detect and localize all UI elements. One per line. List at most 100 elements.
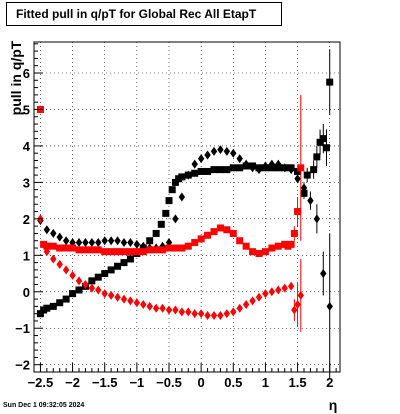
x-tick-label: −1 bbox=[129, 375, 144, 390]
data-point-diamond bbox=[249, 296, 256, 306]
data-point-diamond bbox=[95, 285, 102, 295]
data-point-diamond bbox=[268, 287, 276, 297]
data-point-diamond bbox=[185, 307, 192, 317]
x-tick-label: 0 bbox=[198, 375, 205, 390]
data-point-diamond bbox=[236, 303, 243, 313]
data-point-square bbox=[75, 246, 83, 254]
data-series bbox=[36, 49, 334, 380]
data-point-square bbox=[210, 228, 218, 236]
data-point-square bbox=[319, 135, 327, 143]
data-point-diamond bbox=[69, 270, 76, 280]
data-point-diamond bbox=[281, 283, 288, 293]
y-axis-label: pull in q/pT bbox=[8, 40, 24, 115]
timestamp: Sun Dec 1 09:32:05 2024 bbox=[3, 402, 85, 409]
data-point-square bbox=[313, 153, 321, 161]
data-point-square bbox=[107, 248, 115, 256]
data-point-square bbox=[294, 167, 302, 175]
series-group bbox=[37, 214, 304, 332]
data-point-square bbox=[294, 208, 302, 216]
data-point-diamond bbox=[197, 154, 205, 164]
data-point-square bbox=[69, 290, 77, 298]
data-point-square bbox=[75, 286, 83, 294]
data-point-diamond bbox=[95, 238, 102, 248]
data-point-diamond bbox=[313, 214, 321, 224]
data-point-square bbox=[126, 255, 134, 263]
data-point-square bbox=[197, 235, 205, 243]
data-point-square bbox=[287, 240, 295, 248]
data-point-square bbox=[165, 197, 173, 205]
data-point-diamond bbox=[146, 301, 153, 311]
data-point-square bbox=[326, 78, 334, 86]
x-axis-label: η bbox=[329, 397, 338, 413]
data-point-square bbox=[316, 138, 324, 146]
data-point-diamond bbox=[291, 305, 298, 315]
data-point-diamond bbox=[82, 279, 89, 289]
data-point-square bbox=[204, 231, 212, 239]
data-point-diamond bbox=[178, 192, 186, 202]
data-point-square bbox=[184, 242, 192, 250]
y-tick-label: 6 bbox=[23, 66, 30, 81]
data-point-diamond bbox=[50, 228, 57, 238]
data-point-diamond bbox=[120, 238, 128, 248]
data-point-diamond bbox=[204, 310, 211, 320]
data-point-diamond bbox=[223, 146, 231, 156]
data-point-diamond bbox=[43, 225, 51, 235]
y-tick-label: −2 bbox=[15, 358, 30, 373]
data-point-diamond bbox=[230, 148, 237, 158]
data-point-square bbox=[157, 220, 165, 228]
data-point-diamond bbox=[320, 269, 327, 279]
data-point-diamond bbox=[172, 305, 179, 315]
data-point-diamond bbox=[262, 161, 269, 171]
data-point-square bbox=[69, 244, 77, 252]
data-point-square bbox=[43, 242, 51, 250]
data-point-square bbox=[120, 248, 128, 256]
y-tick-label: 4 bbox=[23, 139, 31, 154]
data-point-square bbox=[216, 166, 224, 174]
data-point-square bbox=[171, 178, 179, 186]
data-point-square bbox=[126, 248, 134, 256]
data-point-diamond bbox=[210, 146, 218, 156]
data-point-square bbox=[168, 186, 176, 194]
data-point-square bbox=[94, 273, 102, 281]
data-point-diamond bbox=[82, 238, 89, 248]
data-point-diamond bbox=[275, 285, 282, 295]
data-point-diamond bbox=[210, 310, 218, 320]
data-point-diamond bbox=[107, 290, 115, 300]
y-tick-label: 3 bbox=[23, 175, 30, 190]
plot-frame bbox=[33, 41, 341, 373]
data-point-square bbox=[146, 237, 154, 245]
data-point-square bbox=[274, 242, 282, 250]
data-point-diamond bbox=[185, 170, 192, 180]
chart-title: Fitted pull in q/pT for Global Rec All E… bbox=[6, 2, 282, 26]
data-point-square bbox=[242, 242, 250, 250]
x-tick-label: −1.5 bbox=[92, 375, 118, 390]
data-point-square bbox=[120, 259, 128, 267]
data-point-diamond bbox=[140, 300, 147, 310]
y-tick-label: 5 bbox=[23, 102, 30, 117]
data-point-square bbox=[139, 248, 147, 256]
data-point-square bbox=[81, 246, 89, 254]
data-point-square bbox=[229, 164, 237, 172]
x-tick-label: −2 bbox=[65, 375, 80, 390]
data-point-diamond bbox=[50, 254, 57, 264]
data-point-diamond bbox=[287, 165, 295, 175]
data-point-square bbox=[236, 164, 244, 172]
data-point-diamond bbox=[75, 238, 83, 248]
data-point-square bbox=[133, 248, 141, 256]
data-point-diamond bbox=[101, 236, 108, 246]
data-point-square bbox=[216, 224, 224, 232]
data-point-diamond bbox=[255, 165, 263, 175]
data-point-diamond bbox=[152, 303, 160, 313]
data-point-square bbox=[191, 169, 199, 177]
data-point-square bbox=[171, 244, 179, 252]
data-point-square bbox=[36, 310, 44, 318]
data-point-diamond bbox=[300, 183, 308, 193]
data-point-diamond bbox=[43, 247, 51, 257]
data-point-square bbox=[62, 244, 70, 252]
data-point-square bbox=[152, 246, 160, 254]
x-tick-label: 1 bbox=[262, 375, 269, 390]
data-point-square bbox=[204, 167, 212, 175]
x-tick-label: −2.5 bbox=[28, 375, 54, 390]
x-tick-label: 1.5 bbox=[289, 375, 307, 390]
